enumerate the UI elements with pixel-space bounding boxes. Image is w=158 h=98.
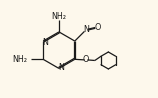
Text: NH₂: NH₂ [52,12,67,21]
Text: O: O [95,23,101,32]
Text: N: N [42,38,48,47]
Text: NH₂: NH₂ [12,55,27,64]
Text: N: N [84,25,89,34]
Text: N: N [58,63,64,72]
Text: O: O [83,55,89,64]
